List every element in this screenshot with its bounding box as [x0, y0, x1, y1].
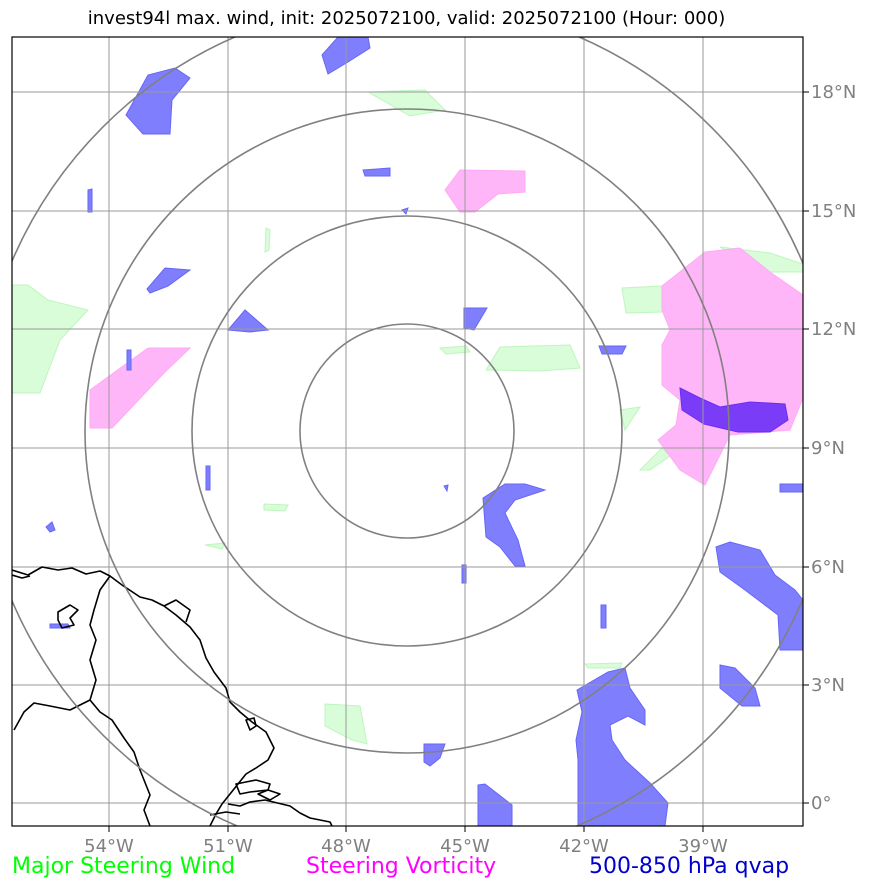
lon-tick-label: 39°W [678, 836, 728, 857]
map-title: invest94l max. wind, init: 2025072100, v… [87, 8, 726, 29]
lon-tick-label: 48°W [321, 836, 371, 857]
lat-tick-label: 18°N [811, 82, 856, 103]
legend-qvap: 500-850 hPa qvap [589, 854, 790, 879]
lat-tick-label: 6°N [811, 557, 845, 578]
lon-tick-label: 42°W [559, 836, 609, 857]
lat-tick-label: 12°N [811, 319, 856, 340]
lat-tick-label: 9°N [811, 438, 845, 459]
lat-lon-grid [12, 37, 803, 826]
qvap-layer [45, 37, 803, 826]
map-frame [11, 36, 804, 827]
lat-tick-label: 3°N [811, 675, 845, 696]
coastline [12, 566, 333, 826]
lat-tick-label: 15°N [811, 201, 856, 222]
range-rings [12, 37, 803, 826]
legend-steering-wind: Major Steering Wind [12, 854, 236, 879]
lon-tick-label: 54°W [84, 836, 134, 857]
lon-tick-label: 51°W [203, 836, 253, 857]
lat-tick-label: 0° [811, 793, 831, 814]
legend-steering-vorticity: Steering Vorticity [306, 854, 497, 879]
qvap-vorticity-overlap [679, 387, 789, 433]
lon-tick-label: 45°W [440, 836, 490, 857]
steering-vorticity-layer [89, 169, 803, 486]
